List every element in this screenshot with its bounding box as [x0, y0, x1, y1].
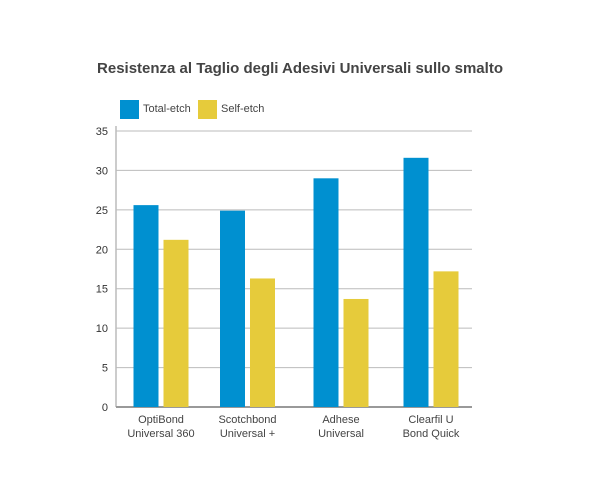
bar-self-etch	[343, 298, 369, 407]
y-tick-label: 15	[96, 284, 108, 296]
legend-label: Self-etch	[221, 103, 265, 115]
x-tick-label: OptiBond	[138, 414, 184, 426]
x-tick-label: Scotchbond	[218, 414, 276, 426]
x-tick-label: Adhese	[322, 414, 359, 426]
x-tick-label: Bond Quick	[403, 428, 460, 440]
legend-item-self-etch: Self-etch	[198, 99, 264, 119]
y-tick-label: 5	[102, 363, 108, 375]
legend-swatch	[198, 99, 217, 119]
x-tick-label: Universal	[318, 428, 364, 440]
y-tick-label: 30	[96, 165, 108, 177]
bar-self-etch	[250, 278, 275, 407]
legend-label: Total-etch	[143, 103, 191, 115]
x-tick-label: Universal 360	[127, 428, 194, 440]
x-tick-label: Clearfil U	[408, 414, 453, 426]
bar-total-etch	[220, 210, 245, 407]
y-tick-label: 20	[96, 244, 108, 256]
x-tick-label: Universal +	[220, 428, 275, 440]
legend-item-total-etch: Total-etch	[120, 99, 191, 119]
bar-total-etch	[313, 178, 339, 407]
legend-swatch	[120, 99, 139, 119]
y-tick-label: 10	[96, 323, 108, 335]
y-tick-label: 0	[102, 402, 108, 414]
bar-self-etch	[433, 271, 459, 407]
bar-total-etch	[133, 205, 159, 407]
bar-self-etch	[163, 239, 189, 407]
chart-title: Resistenza al Taglio degli Adesivi Unive…	[97, 60, 503, 77]
bar-total-etch	[403, 157, 429, 407]
y-tick-label: 25	[96, 205, 108, 217]
y-tick-label: 35	[96, 126, 108, 138]
